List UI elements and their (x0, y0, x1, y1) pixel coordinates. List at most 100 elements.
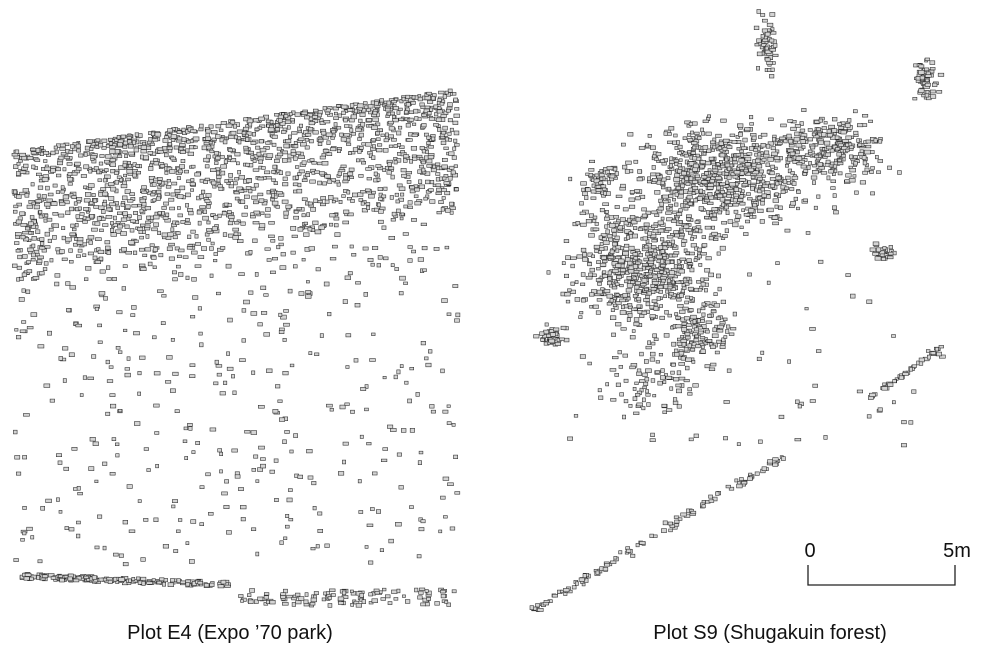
point (151, 256, 156, 259)
point (89, 148, 93, 151)
point (615, 205, 619, 208)
point (387, 171, 392, 175)
point (160, 165, 165, 168)
point (206, 473, 211, 476)
point (661, 250, 665, 254)
point (899, 376, 904, 380)
point (283, 440, 287, 444)
point (783, 179, 787, 183)
point (850, 294, 855, 298)
point (139, 248, 144, 251)
point (431, 168, 436, 172)
point (154, 404, 160, 407)
point (376, 165, 381, 168)
point (674, 352, 679, 356)
point (673, 401, 678, 405)
point (660, 238, 664, 241)
point (158, 148, 163, 151)
point (47, 218, 52, 221)
point-cloud-e4 (12, 89, 460, 607)
point (394, 145, 398, 148)
point (874, 139, 877, 143)
point (671, 371, 675, 374)
point (254, 455, 258, 458)
point (248, 123, 252, 126)
point (298, 173, 302, 176)
point (103, 462, 107, 466)
point (779, 415, 784, 418)
point (351, 115, 357, 119)
point (678, 145, 682, 149)
point (724, 336, 727, 339)
point (20, 153, 26, 156)
point (892, 401, 895, 404)
point (652, 178, 657, 181)
point (552, 594, 557, 597)
point (129, 152, 135, 155)
point (356, 604, 362, 608)
point (14, 559, 19, 562)
point (597, 267, 601, 270)
point (405, 600, 410, 604)
point (728, 220, 733, 224)
point (608, 277, 612, 281)
point (876, 248, 881, 252)
point (785, 164, 788, 167)
point (123, 329, 127, 332)
point (377, 203, 380, 207)
point (430, 200, 435, 204)
point (151, 132, 154, 136)
point (690, 268, 694, 272)
point (679, 294, 683, 298)
point (909, 368, 912, 372)
point (442, 299, 448, 303)
point (688, 134, 691, 137)
point (56, 454, 61, 457)
point (684, 225, 689, 229)
point (245, 430, 251, 433)
point (592, 220, 596, 223)
point (222, 212, 227, 215)
point (583, 574, 586, 578)
point (400, 193, 403, 196)
point (338, 602, 343, 605)
point (270, 600, 275, 604)
point (59, 214, 64, 217)
point (646, 143, 649, 147)
point (676, 389, 681, 393)
point (328, 180, 332, 184)
point (454, 114, 460, 118)
point (78, 249, 82, 252)
point (163, 544, 169, 548)
point (261, 311, 267, 314)
point (571, 282, 575, 285)
point (627, 276, 632, 279)
point (671, 220, 676, 223)
point (651, 173, 656, 176)
point (339, 169, 345, 172)
point (644, 223, 649, 226)
point (869, 120, 873, 123)
point (200, 124, 204, 128)
point (623, 293, 628, 297)
point (627, 236, 630, 240)
point (278, 400, 282, 403)
point (225, 480, 229, 483)
point (62, 236, 66, 240)
point (176, 265, 180, 268)
point (864, 150, 870, 154)
point (610, 250, 614, 254)
point (642, 407, 645, 410)
point (716, 134, 722, 137)
point (374, 172, 377, 176)
point (857, 139, 860, 143)
point (652, 300, 657, 303)
point (228, 318, 233, 322)
point (674, 183, 679, 186)
point (436, 192, 442, 195)
point (88, 184, 94, 188)
point (553, 328, 559, 331)
point (98, 179, 102, 182)
point (604, 247, 608, 251)
point (188, 152, 194, 156)
